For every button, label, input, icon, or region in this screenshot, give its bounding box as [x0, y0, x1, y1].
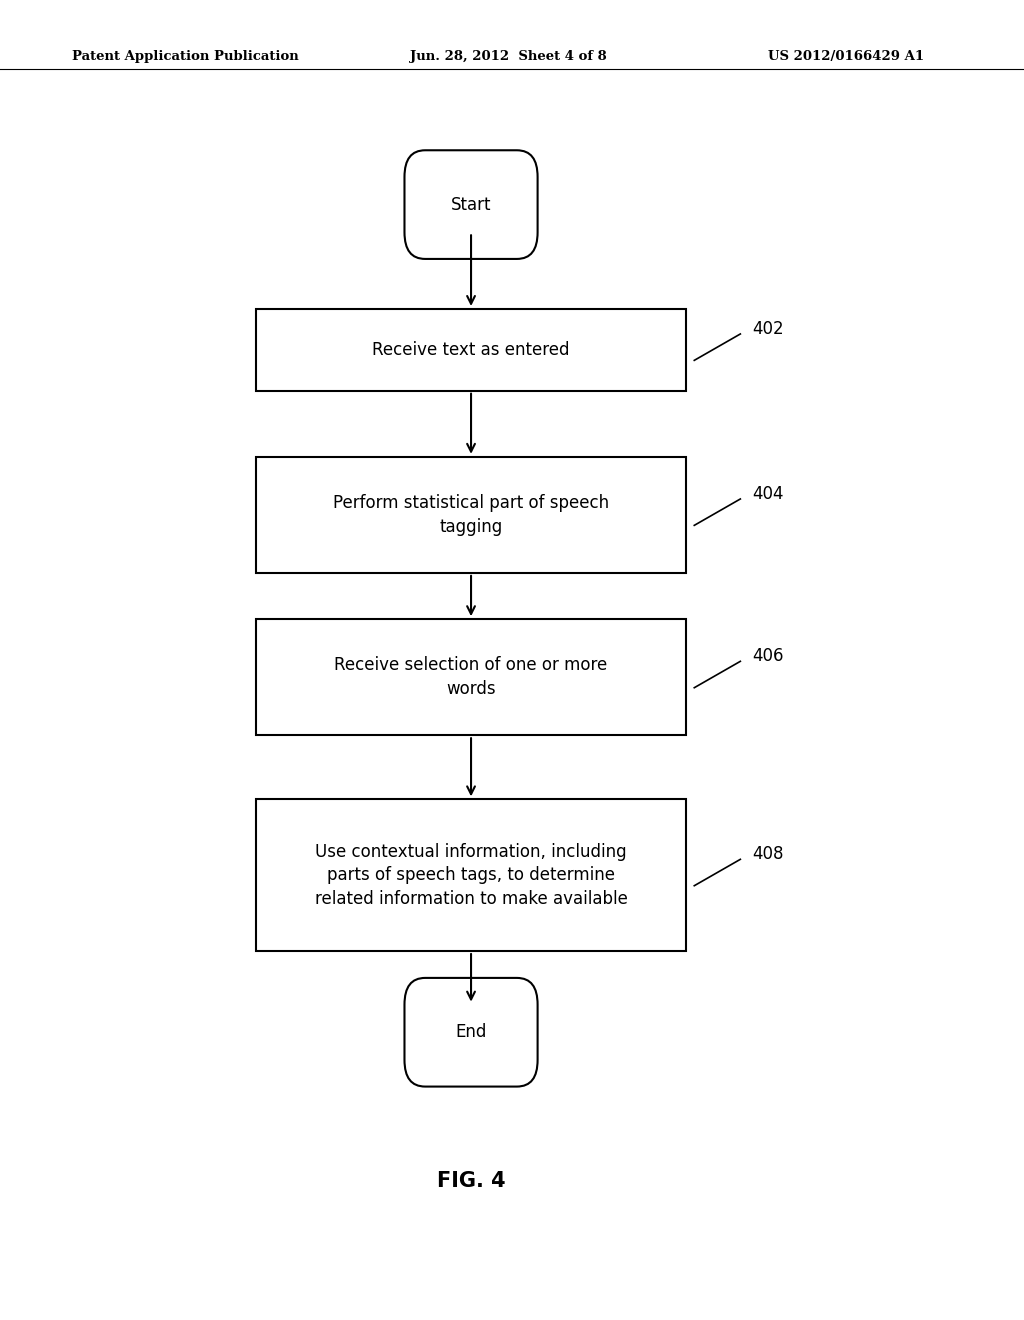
Text: End: End: [456, 1023, 486, 1041]
Bar: [256, 309, 686, 391]
Text: Use contextual information, including
parts of speech tags, to determine
related: Use contextual information, including pa…: [314, 842, 628, 908]
Text: Receive selection of one or more
words: Receive selection of one or more words: [335, 656, 607, 698]
Text: Jun. 28, 2012  Sheet 4 of 8: Jun. 28, 2012 Sheet 4 of 8: [410, 50, 606, 63]
Text: 408: 408: [753, 845, 784, 863]
Text: Receive text as entered: Receive text as entered: [373, 341, 569, 359]
Text: 406: 406: [753, 647, 784, 665]
Text: US 2012/0166429 A1: US 2012/0166429 A1: [768, 50, 924, 63]
Text: 402: 402: [753, 319, 784, 338]
Text: 404: 404: [753, 484, 784, 503]
Bar: [256, 457, 686, 573]
FancyBboxPatch shape: [404, 978, 538, 1086]
Bar: [256, 619, 686, 735]
Text: Perform statistical part of speech
tagging: Perform statistical part of speech taggi…: [333, 494, 609, 536]
Text: FIG. 4: FIG. 4: [436, 1171, 506, 1192]
Bar: [256, 799, 686, 950]
FancyBboxPatch shape: [404, 150, 538, 259]
Text: Patent Application Publication: Patent Application Publication: [72, 50, 298, 63]
Text: Start: Start: [451, 195, 492, 214]
